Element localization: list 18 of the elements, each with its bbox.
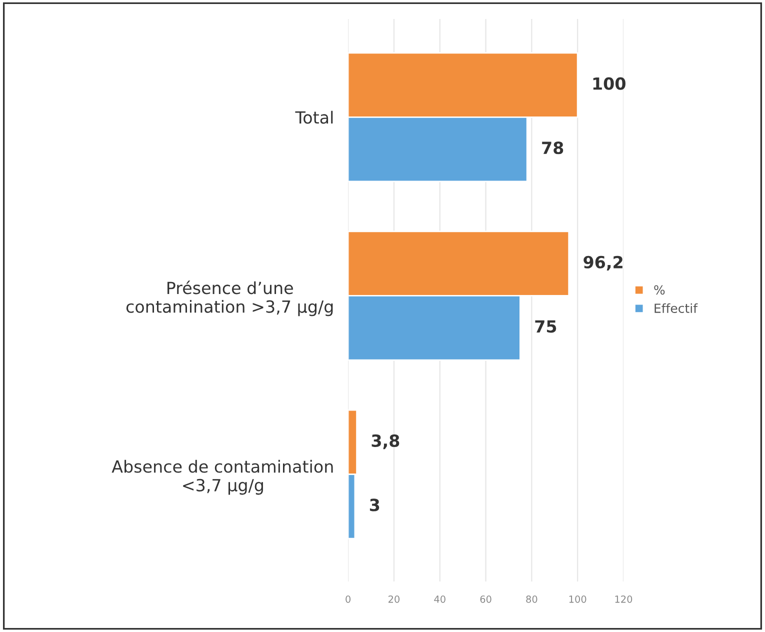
data-label: 100 (593, 77, 626, 90)
x-tick-label: 0 (346, 596, 351, 603)
data-label: 75 (535, 320, 556, 333)
y-tick-label: Absence de contamination <3,7 µg/g (112, 460, 333, 495)
x-tick-label: 100 (569, 596, 586, 603)
legend-label: Effectif (654, 303, 698, 313)
x-tick-label: 120 (615, 596, 632, 603)
legend-label: % (654, 285, 665, 295)
data-label: 3 (370, 498, 380, 512)
data-label: 96,2 (584, 256, 622, 271)
y-tick-label: Présence d’une contamination >3,7 µg/g (126, 280, 333, 316)
data-label: 3,8 (372, 434, 400, 450)
x-tick-label: 60 (480, 596, 492, 603)
y-tick-label: Total (295, 110, 333, 124)
data-label: 78 (542, 142, 564, 154)
x-tick-label: 80 (526, 596, 538, 603)
x-tick-label: 40 (434, 596, 446, 603)
x-tick-label: 20 (388, 596, 400, 603)
